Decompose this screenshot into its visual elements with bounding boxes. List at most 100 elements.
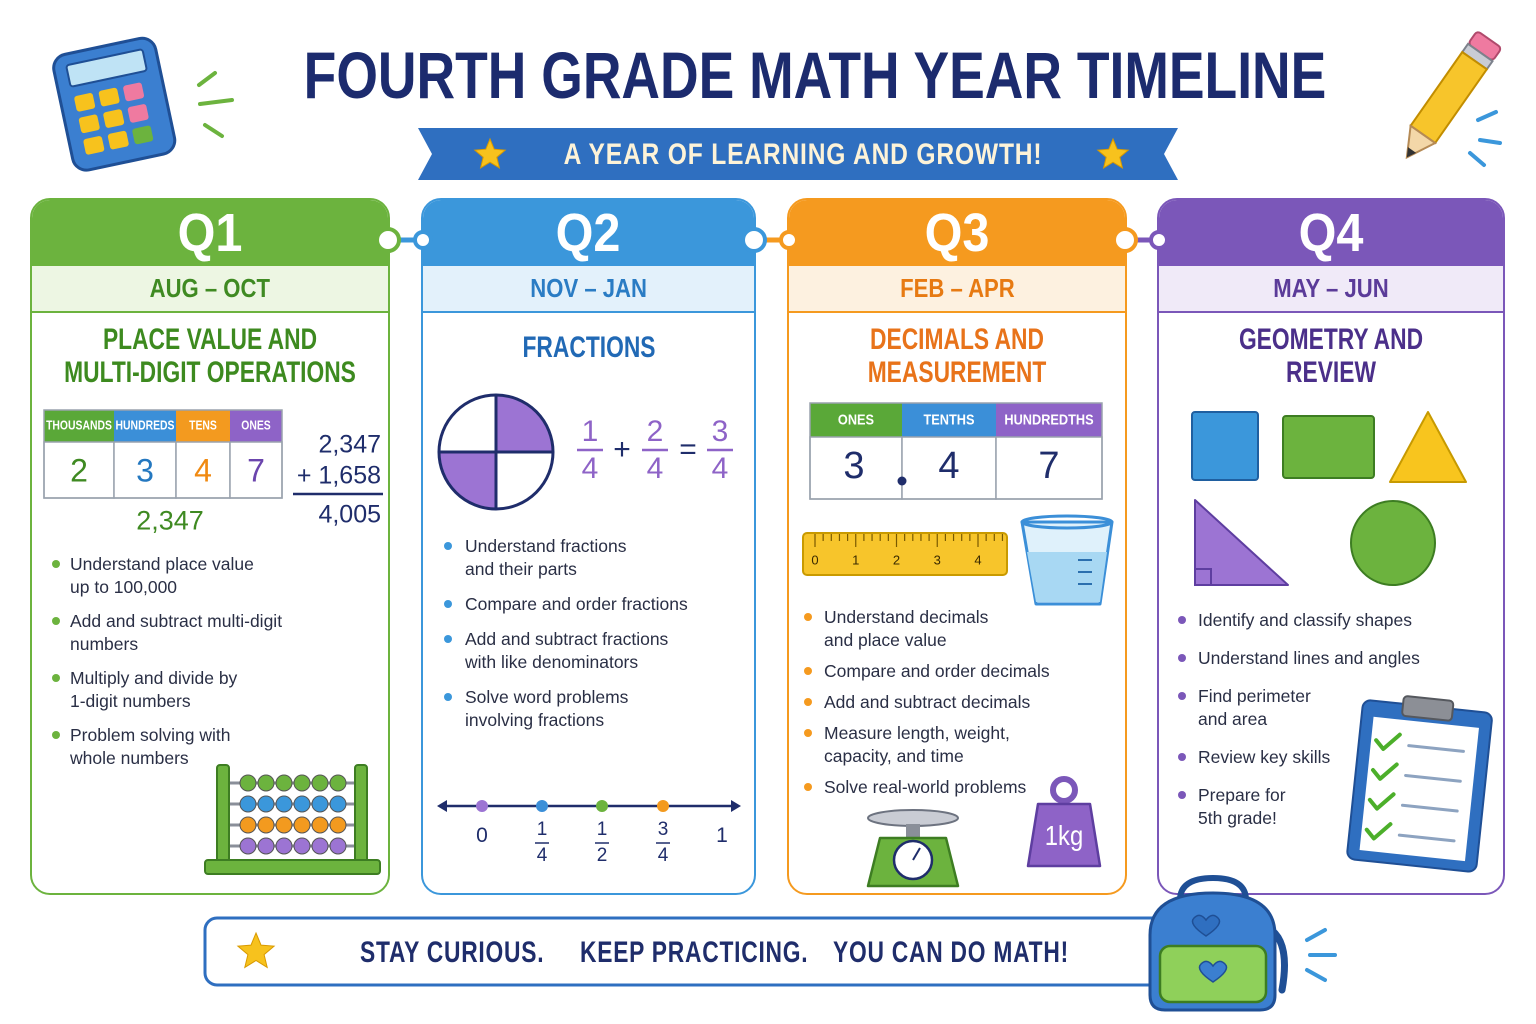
months-label: MAY – JUN (1273, 273, 1389, 303)
quarter-card: Q2 NOV – JAN (421, 198, 756, 895)
checklist-line (1407, 744, 1465, 753)
circle-shape (1350, 500, 1436, 586)
pencil-lead (1406, 147, 1417, 158)
abacus-bead (257, 837, 275, 855)
fraction-circle (437, 393, 555, 511)
bullet-dot (52, 560, 60, 568)
table-header-cell (996, 403, 1102, 437)
star (473, 137, 507, 169)
accent-line (1476, 110, 1498, 122)
scale-plate (867, 809, 959, 827)
checklist-line (1400, 803, 1459, 813)
abacus-post (216, 764, 230, 866)
table-border (43, 409, 283, 499)
abacus-bead (311, 774, 329, 792)
bullet-dot (444, 600, 452, 608)
scale-stem (906, 824, 920, 838)
calculator-screen (65, 48, 148, 88)
connector-dot (741, 227, 767, 253)
calculator-button (98, 87, 120, 107)
pencil-tip (1405, 124, 1438, 160)
scale-needle (912, 847, 921, 861)
number-line-arrow (731, 800, 741, 812)
quarter-months: FEB – APR (789, 266, 1125, 313)
accent-line (1468, 151, 1486, 167)
quarter-months: NOV – JAN (423, 266, 754, 313)
bullet-dot (804, 729, 812, 737)
months-label: AUG – OCT (149, 273, 271, 303)
quarter-card: Q1 AUG – OCT (30, 198, 390, 895)
abacus-bead (311, 816, 329, 834)
abacus-bead (257, 795, 275, 813)
calculator-button (103, 109, 125, 128)
right-angle-mark (1194, 568, 1212, 586)
accent-line (1478, 138, 1502, 145)
fraction-piece (496, 395, 553, 452)
abacus-bead (275, 837, 293, 855)
checklist-line (1404, 773, 1462, 783)
table-header-cell (230, 410, 282, 442)
calculator-button (74, 93, 96, 112)
connector-dot (779, 230, 799, 250)
bullet-dot (804, 698, 812, 706)
bullet-dot (1178, 791, 1186, 799)
subtitle-ribbon (418, 128, 1178, 180)
bullet-dot (52, 731, 60, 739)
triangle (1389, 411, 1467, 483)
calculator-button (123, 82, 144, 102)
abacus-bead (329, 774, 347, 792)
clipboard-icon (1346, 695, 1493, 873)
abacus-post (354, 764, 368, 866)
bullet-dot (52, 617, 60, 625)
calculator-button (107, 130, 129, 150)
months-label: FEB – APR (899, 273, 1015, 303)
connector-dot (413, 230, 433, 250)
quarter-header: Q3 (789, 200, 1125, 266)
abacus-bead (239, 816, 257, 834)
backpack-heart (1191, 914, 1221, 937)
checkmark (1374, 732, 1402, 751)
abacus-bead (239, 774, 257, 792)
calculator-button (127, 104, 149, 123)
checklist-line (1397, 833, 1456, 843)
bullet-dot (804, 613, 812, 621)
abacus-bead (257, 774, 275, 792)
abacus-bead (293, 837, 311, 855)
bullet-dot (444, 542, 452, 550)
quarter-header: Q2 (423, 200, 754, 266)
abacus-bead (275, 795, 293, 813)
bullet-dot (444, 693, 452, 701)
quarter-header: Q1 (32, 200, 388, 266)
bullet-dot (444, 635, 452, 643)
clipboard-clip (1401, 695, 1455, 722)
number-line-point (657, 800, 669, 812)
table-cell (229, 441, 283, 499)
quarter-label: Q2 (556, 203, 621, 263)
number-line-point (596, 800, 608, 812)
table-header-cell (176, 410, 230, 442)
table-header-cell (44, 410, 114, 442)
table-header-cell (810, 403, 902, 437)
calculator-button (78, 114, 100, 134)
decimal-point (897, 476, 907, 486)
months-label: NOV – JAN (530, 273, 647, 303)
calculator-button (83, 136, 105, 155)
table-cell (113, 441, 177, 499)
bullet-dot (52, 674, 60, 682)
connector-dot (375, 227, 401, 253)
beaker-water (1027, 552, 1107, 602)
abacus-bead (329, 795, 347, 813)
bullet-dot (804, 667, 812, 675)
rectangle (1282, 415, 1375, 479)
accent-line (198, 98, 234, 106)
accent-line (1305, 968, 1327, 982)
beaker-rim (1020, 514, 1114, 530)
abacus-bead (293, 774, 311, 792)
bullet-dot (1178, 616, 1186, 624)
abacus-bead (239, 795, 257, 813)
number-line-arrow (437, 800, 447, 812)
backpack-heart (1198, 960, 1228, 983)
accent-line (203, 123, 224, 138)
footer-box (203, 916, 1172, 987)
